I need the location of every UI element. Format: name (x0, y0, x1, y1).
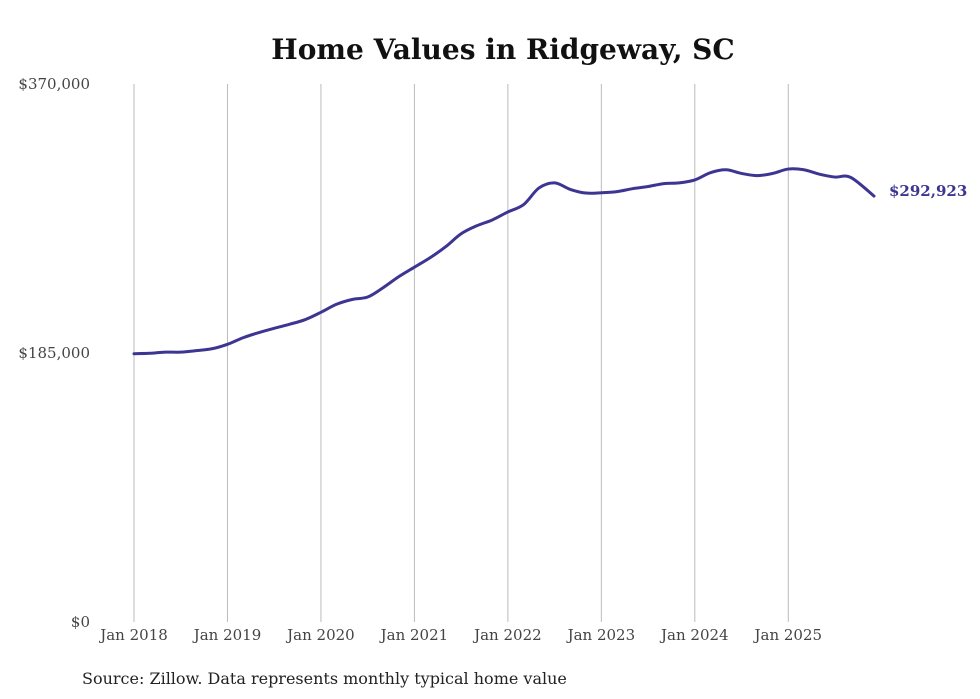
chart-title: Home Values in Ridgeway, SC (271, 33, 734, 66)
x-tick-label-3: Jan 2021 (379, 626, 449, 644)
x-tick-label-4: Jan 2022 (472, 626, 542, 644)
x-tick-label-1: Jan 2019 (192, 626, 262, 644)
x-axis-ticks: Jan 2018 Jan 2019 Jan 2020 Jan 2021 Jan 2022… (98, 626, 822, 644)
series-line-home-value (132, 167, 876, 356)
x-tick-label-0: Jan 2018 (98, 626, 168, 644)
x-tick-label-2: Jan 2020 (285, 626, 355, 644)
source-note: Source: Zillow. Data represents monthly … (82, 669, 567, 688)
y-tick-label-1: $185,000 (18, 344, 90, 362)
x-tick-label-5: Jan 2023 (566, 626, 636, 644)
y-tick-label-2: $370,000 (18, 75, 90, 93)
end-value-label: $292,923 (889, 182, 967, 200)
y-tick-label-0: $0 (71, 613, 90, 631)
x-tick-label-6: Jan 2024 (659, 626, 729, 644)
y-axis-ticks: $0 $185,000 $370,000 (18, 75, 90, 631)
x-tick-label-7: Jan 2025 (753, 626, 823, 644)
gridlines (133, 84, 789, 622)
